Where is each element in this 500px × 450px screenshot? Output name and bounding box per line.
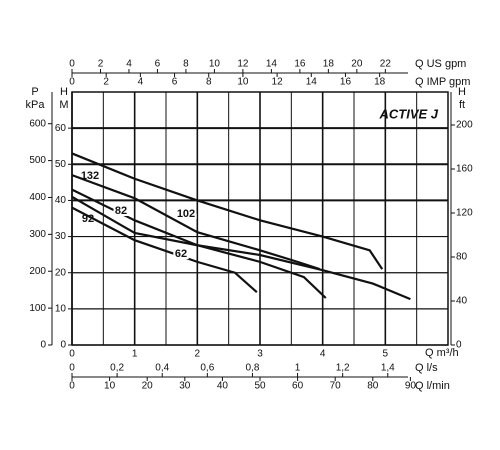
flow-axis-label: Q US gpm xyxy=(415,58,466,70)
flow-axis-label: Q IMP gpm xyxy=(415,76,470,88)
flow-tick-label: 18 xyxy=(323,59,335,70)
x-tick-label: 0 xyxy=(69,349,75,360)
flow-tick-label: 90 xyxy=(405,381,417,392)
flow-tick-label: 0,2 xyxy=(110,363,124,374)
flow-tick-label: 8 xyxy=(183,59,189,70)
pump-curve xyxy=(71,152,384,270)
p-axis-symbol: P xyxy=(31,86,38,98)
flow-tick-label: 4 xyxy=(138,77,144,88)
pump-curve xyxy=(71,174,320,271)
flow-tick-label: 16 xyxy=(340,77,352,88)
flow-tick-label: 1,2 xyxy=(336,363,350,374)
flow-tick-label: 0 xyxy=(69,77,75,88)
p-tick-label: 200 xyxy=(29,266,46,277)
flow-tick-label: 0 xyxy=(69,363,75,374)
flow-tick-label: 16 xyxy=(294,59,306,70)
flow-tick-label: 0,6 xyxy=(200,363,214,374)
y-tick-label: 20 xyxy=(55,267,67,278)
flow-tick-label: 10 xyxy=(209,59,221,70)
flow-tick-label: 10 xyxy=(237,77,249,88)
flow-tick-label: 20 xyxy=(142,381,154,392)
p-tick-label: 300 xyxy=(29,229,46,240)
flow-tick-label: 10 xyxy=(104,381,116,392)
flow-tick-label: 2 xyxy=(98,59,104,70)
curve-label: 92 xyxy=(82,213,94,225)
x-axis-label: Q m³/h xyxy=(425,347,459,359)
y-tick-label: 60 xyxy=(55,123,67,134)
flow-tick-label: 18 xyxy=(374,77,386,88)
flow-tick-label: 14 xyxy=(266,59,278,70)
x-tick-label: 4 xyxy=(320,349,326,360)
p-axis-unit: kPa xyxy=(26,99,46,111)
flow-tick-label: 6 xyxy=(155,59,161,70)
pump-curve xyxy=(71,188,327,299)
y-tick-label: 50 xyxy=(55,159,67,170)
flow-tick-label: 22 xyxy=(380,59,392,70)
pump-curve xyxy=(71,195,411,301)
flow-axis-label: Q l/min xyxy=(415,380,450,392)
curve-label: 82 xyxy=(115,205,127,217)
flow-tick-label: 70 xyxy=(330,381,342,392)
x-tick-label: 3 xyxy=(257,349,263,360)
flow-tick-label: 60 xyxy=(292,381,304,392)
pump-curve xyxy=(71,206,258,294)
flow-tick-label: 80 xyxy=(367,381,379,392)
p-tick-label: 600 xyxy=(29,118,46,129)
ft-tick-label: 0 xyxy=(456,340,462,351)
x-tick-label: 2 xyxy=(195,349,201,360)
y-tick-label: 10 xyxy=(55,303,67,314)
x-tick-label: 1 xyxy=(132,349,138,360)
ft-tick-label: 160 xyxy=(456,164,473,175)
flow-tick-label: 6 xyxy=(172,77,178,88)
flow-tick-label: 12 xyxy=(237,59,249,70)
ft-axis-symbol: H xyxy=(458,86,466,98)
y-axis-unit: M xyxy=(59,99,68,111)
flow-tick-label: 2 xyxy=(103,77,109,88)
curve-label: 102 xyxy=(177,208,195,220)
flow-tick-label: 12 xyxy=(272,77,284,88)
flow-tick-label: 40 xyxy=(217,381,229,392)
flow-tick-label: 0 xyxy=(69,381,75,392)
chart-title: ACTIVE J xyxy=(378,106,438,121)
flow-tick-label: 30 xyxy=(179,381,191,392)
curve-label: 62 xyxy=(175,248,187,260)
flow-tick-label: 50 xyxy=(254,381,266,392)
flow-tick-label: 8 xyxy=(206,77,212,88)
flow-tick-label: 0,8 xyxy=(245,363,259,374)
p-tick-label: 0 xyxy=(40,340,46,351)
ft-tick-label: 200 xyxy=(456,120,473,131)
flow-tick-label: 4 xyxy=(126,59,132,70)
y-axis-symbol: H xyxy=(60,86,68,98)
flow-tick-label: 20 xyxy=(351,59,363,70)
p-tick-label: 400 xyxy=(29,192,46,203)
p-tick-label: 100 xyxy=(29,303,46,314)
flow-tick-label: 0 xyxy=(69,59,75,70)
y-tick-label: 30 xyxy=(55,231,67,242)
flow-tick-label: 1,4 xyxy=(381,363,395,374)
p-tick-label: 500 xyxy=(29,155,46,166)
ft-tick-label: 80 xyxy=(456,252,468,263)
flow-tick-label: 1 xyxy=(295,363,301,374)
flow-tick-label: 14 xyxy=(306,77,318,88)
y-tick-label: 40 xyxy=(55,195,67,206)
ft-tick-label: 40 xyxy=(456,296,468,307)
plot-frame xyxy=(71,91,449,346)
flow-tick-label: 0,4 xyxy=(155,363,169,374)
ft-axis-unit: ft xyxy=(459,99,465,111)
flow-axis-label: Q l/s xyxy=(415,362,438,374)
y-tick-label: 0 xyxy=(60,340,66,351)
x-tick-label: 5 xyxy=(383,349,389,360)
ft-tick-label: 120 xyxy=(456,208,473,219)
